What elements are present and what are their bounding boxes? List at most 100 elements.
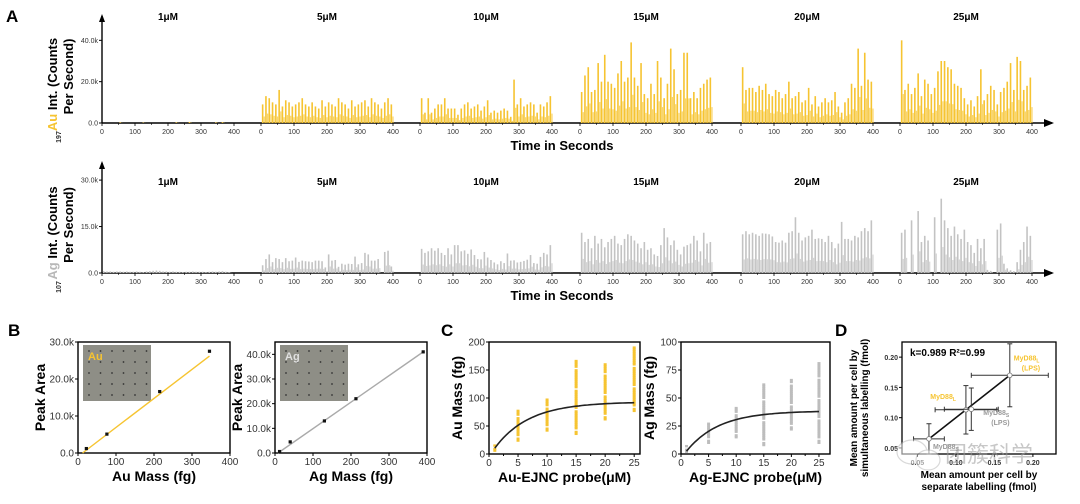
bar [182,272,184,273]
bar [424,252,426,273]
bar-minor [501,268,504,273]
bar-minor [819,117,821,123]
bar-minor [909,109,911,123]
data-point [574,359,578,363]
bar [542,252,545,273]
bar-minor [518,269,520,273]
bar [175,122,178,123]
x-tick-label: 400 [387,129,399,136]
bar-minor [708,262,710,273]
bar [294,257,297,273]
data-point [734,425,738,428]
bar [636,85,639,123]
bar-minor [589,103,591,123]
bar [268,98,271,123]
bar-minor [645,112,647,123]
data-point [545,429,549,432]
data-point [789,378,793,382]
data-point [817,375,821,378]
bar [947,67,949,123]
bar [771,96,774,123]
data-point [574,365,578,368]
data-point [734,406,738,410]
inset-dot [285,394,287,396]
x-tick-label: 200 [801,129,813,136]
bar-minor [826,114,828,123]
bar [630,235,632,273]
data-point [574,397,578,400]
bar-minor [392,116,394,123]
bar-minor [628,107,631,123]
bar [607,81,609,123]
bar-minor [942,246,944,273]
bar-minor [952,104,954,123]
bar [370,260,373,273]
bar [178,271,181,273]
bar-minor [293,117,295,123]
bar [503,263,505,273]
data-point [603,416,607,419]
bar [526,259,529,273]
fit-annotation: k=0.989 R²=0.99 [910,348,985,359]
bar [900,232,903,273]
y-tick-label: 75 [666,366,678,377]
x-tick-label: 200 [146,457,163,468]
bar-minor [671,96,673,123]
bar [956,85,959,123]
bar [172,271,174,273]
bar-minor [595,111,598,123]
data-point [603,370,607,374]
bar-minor [701,110,703,123]
bar [834,248,836,273]
bar [460,251,463,273]
x-tick-label: 400 [1026,279,1038,286]
data-point [789,426,793,429]
bar [830,242,833,273]
bar-minor [548,115,550,123]
data-point [574,430,578,434]
inset-dot [145,394,148,396]
bar-minor [544,117,546,123]
data-point [516,409,520,413]
x-tick-label: 25 [813,458,825,469]
concentration-label: 25μM [953,12,979,23]
bar-minor [326,117,328,123]
bar-minor [356,267,358,273]
bar [440,104,443,123]
inset-dot [99,394,102,396]
bar [643,242,646,273]
data-point [632,391,636,394]
bar [509,260,512,273]
bar [211,271,214,273]
bar-minor [1031,259,1033,273]
bar [298,261,300,273]
bar-minor [472,264,474,273]
bar-minor [919,105,921,123]
x-tick-label: 200 [960,279,972,286]
inset-dot [122,383,125,385]
x-axis-label: Time in Seconds [510,138,613,153]
inset-dot [342,372,345,374]
bar [301,98,304,123]
bar-minor [452,266,454,273]
bar [827,235,830,273]
bar-minor [1011,102,1013,123]
data-point [762,390,766,394]
bar-minor [1011,272,1013,273]
x-tick-label: 0 [578,129,582,136]
bar [706,243,708,273]
bar [195,271,197,273]
bar-minor [760,259,762,273]
bar-minor [642,264,644,273]
bar-minor [972,115,974,123]
bar-minor [1008,271,1010,273]
bar-minor [582,112,584,123]
bar-minor [422,264,424,273]
data-point [545,412,549,416]
bar-minor [783,114,785,123]
bar [666,83,669,123]
bar [807,235,810,273]
x-axis-arrow [1044,269,1054,277]
y-tick-label: 30.0k [81,178,99,185]
bar [424,112,426,123]
